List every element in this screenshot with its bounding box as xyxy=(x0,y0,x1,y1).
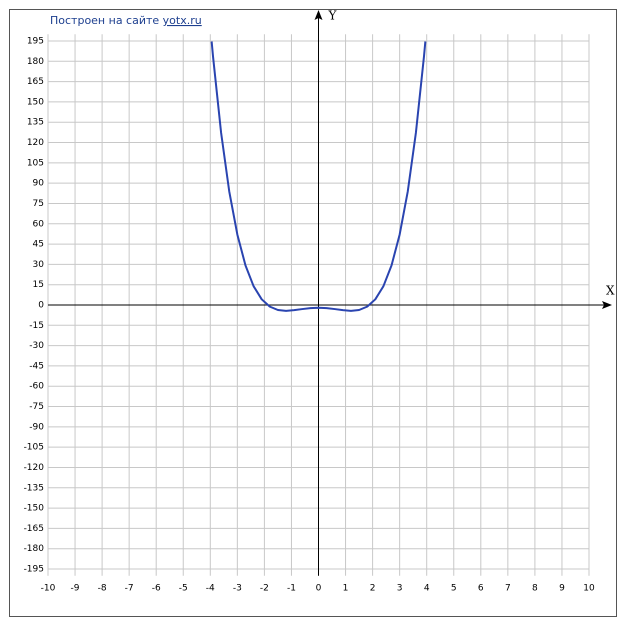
y-tick-label: 180 xyxy=(27,57,44,67)
y-tick-label: -75 xyxy=(29,402,44,412)
y-tick-label: -90 xyxy=(29,422,44,432)
y-tick-label: 45 xyxy=(33,240,44,250)
y-tick-label: 15 xyxy=(33,280,44,290)
y-axis-arrow xyxy=(314,10,323,20)
x-tick-label: -5 xyxy=(179,583,188,593)
x-tick-label: 1 xyxy=(343,583,349,593)
x-tick-label: -4 xyxy=(206,583,215,593)
y-tick-label: -135 xyxy=(24,483,44,493)
y-tick-label: -180 xyxy=(24,544,45,554)
y-tick-label: 165 xyxy=(27,77,44,87)
curve xyxy=(210,41,427,312)
x-tick-label: 10 xyxy=(583,583,595,593)
y-tick-label: -165 xyxy=(24,524,44,534)
y-tick-label: -45 xyxy=(29,361,44,371)
x-tick-label: -8 xyxy=(98,583,107,593)
y-tick-label: -30 xyxy=(29,341,44,351)
x-tick-label: 7 xyxy=(505,583,511,593)
x-axis-arrow xyxy=(602,301,612,309)
x-tick-label: 6 xyxy=(478,583,484,593)
y-tick-label: -15 xyxy=(29,321,44,331)
frame xyxy=(9,9,617,617)
y-tick-label: 75 xyxy=(33,199,44,209)
axes: -10 -9 -8 -7 -6 -5 -4 -3 -2 -1 0 1 2 3 4 5 6 7 8 9 10-195-18… xyxy=(24,9,615,594)
y-tick-label: 0 xyxy=(38,301,44,311)
y-tick-label: 135 xyxy=(27,118,44,128)
y-tick-label: -60 xyxy=(29,382,44,392)
x-axis-label: X xyxy=(606,284,615,298)
y-tick-label: -195 xyxy=(24,565,44,575)
x-tick-label: -7 xyxy=(125,583,134,593)
plot xyxy=(210,41,427,312)
y-tick-label: 30 xyxy=(33,260,45,270)
x-tick-label: -3 xyxy=(233,583,242,593)
x-tick-label: -1 xyxy=(287,583,296,593)
x-tick-label: 8 xyxy=(532,583,538,593)
y-tick-label: -150 xyxy=(24,504,45,514)
y-tick-label: 150 xyxy=(27,97,44,107)
credit-text: Построен на сайте xyxy=(50,14,159,27)
x-tick-label: -10 xyxy=(41,583,56,593)
credit: Построен на сайте yotx.ru xyxy=(50,14,202,27)
y-tick-label: 120 xyxy=(27,138,44,148)
x-tick-label: 2 xyxy=(370,583,376,593)
x-tick-label: 4 xyxy=(424,583,430,593)
x-tick-label: 0 xyxy=(316,583,322,593)
x-tick-label: 5 xyxy=(451,583,457,593)
y-tick-label: 105 xyxy=(27,158,44,168)
x-tick-label: 3 xyxy=(397,583,403,593)
y-tick-label: 195 xyxy=(27,36,44,46)
y-tick-label: 90 xyxy=(33,179,45,189)
x-tick-label: -2 xyxy=(260,583,269,593)
y-tick-label: -105 xyxy=(24,443,44,453)
y-axis-label: Y xyxy=(328,9,338,23)
y-tick-label: -120 xyxy=(24,463,45,473)
y-tick-label: 60 xyxy=(33,219,45,229)
credit-link[interactable]: yotx.ru xyxy=(163,14,202,27)
x-tick-label: -9 xyxy=(71,583,80,593)
x-tick-label: -6 xyxy=(152,583,161,593)
x-tick-label: 9 xyxy=(559,583,565,593)
